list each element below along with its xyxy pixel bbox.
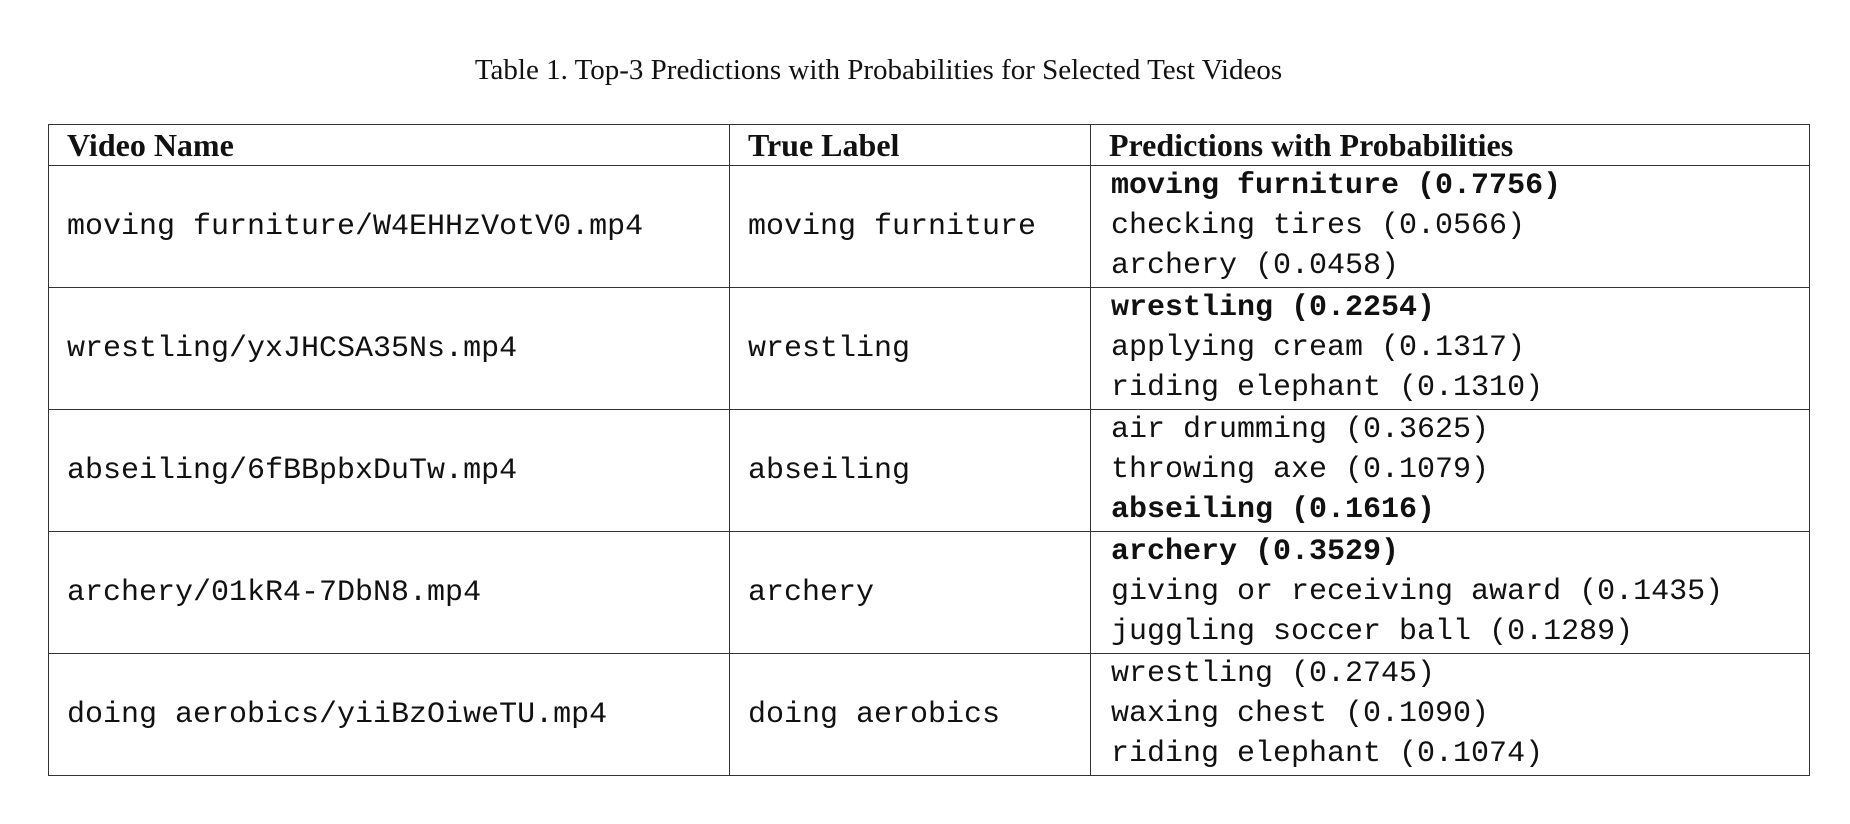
- prediction: checking tires (0.0566): [1111, 209, 1526, 243]
- true-label-cell: archery: [729, 531, 1091, 654]
- column-header-video-name: Video Name: [48, 124, 730, 166]
- table-row: archery/01kR4-7DbN8.mp4 archery archery (0…: [48, 531, 1810, 654]
- prediction: wrestling (0.2745): [1111, 657, 1436, 691]
- true-label-cell: abseiling: [729, 409, 1091, 532]
- prediction: riding elephant (0.1310): [1111, 371, 1544, 405]
- correct-prediction: moving furniture (0.7756): [1111, 169, 1562, 203]
- column-header-predictions: Predictions with Probabilities: [1090, 124, 1810, 166]
- prediction: applying cream (0.1317): [1111, 331, 1526, 365]
- video-name-cell: wrestling/yxJHCSA35Ns.mp4: [48, 287, 730, 410]
- prediction: giving or receiving award (0.1435): [1111, 575, 1724, 609]
- video-name-cell: moving furniture/W4EHHzVotV0.mp4: [48, 165, 730, 288]
- table-row: abseiling/6fBBpbxDuTw.mp4 abseiling air dr…: [48, 409, 1810, 532]
- table-header-row: Video Name True Label Predictions with P…: [48, 124, 1810, 166]
- prediction: waxing chest (0.1090): [1111, 697, 1490, 731]
- prediction: throwing axe (0.1079): [1111, 453, 1490, 487]
- predictions-cell: archery (0.3529) giving or receiving awar…: [1090, 531, 1810, 654]
- video-name-cell: doing aerobics/yiiBzOiweTU.mp4: [48, 653, 730, 776]
- column-header-true-label: True Label: [729, 124, 1091, 166]
- table-body: moving furniture/W4EHHzVotV0.mp4 moving f…: [48, 165, 1810, 776]
- predictions-cell: air drumming (0.3625) throwing axe (0.107…: [1090, 409, 1810, 532]
- prediction: juggling soccer ball (0.1289): [1111, 615, 1634, 649]
- prediction: riding elephant (0.1074): [1111, 737, 1544, 771]
- predictions-cell: moving furniture (0.7756) checking tires …: [1090, 165, 1810, 288]
- correct-prediction: abseiling (0.1616): [1111, 493, 1436, 527]
- predictions-table: Video Name True Label Predictions with P…: [48, 124, 1810, 776]
- table-row: doing aerobics/yiiBzOiweTU.mp4 doing aero…: [48, 653, 1810, 776]
- true-label-cell: doing aerobics: [729, 653, 1091, 776]
- predictions-cell: wrestling (0.2745) waxing chest (0.1090) r…: [1090, 653, 1810, 776]
- table-row: wrestling/yxJHCSA35Ns.mp4 wrestling wrestl…: [48, 287, 1810, 410]
- true-label-cell: moving furniture: [729, 165, 1091, 288]
- correct-prediction: wrestling (0.2254): [1111, 291, 1436, 325]
- video-name-cell: abseiling/6fBBpbxDuTw.mp4: [48, 409, 730, 532]
- video-name-cell: archery/01kR4-7DbN8.mp4: [48, 531, 730, 654]
- predictions-cell: wrestling (0.2254) applying cream (0.1317…: [1090, 287, 1810, 410]
- correct-prediction: archery (0.3529): [1111, 535, 1400, 569]
- true-label-cell: wrestling: [729, 287, 1091, 410]
- prediction: air drumming (0.3625): [1111, 413, 1490, 447]
- table-caption: Table 1. Top-3 Predictions with Probabil…: [474, 54, 1283, 86]
- prediction: archery (0.0458): [1111, 249, 1400, 283]
- table-row: moving furniture/W4EHHzVotV0.mp4 moving f…: [48, 165, 1810, 288]
